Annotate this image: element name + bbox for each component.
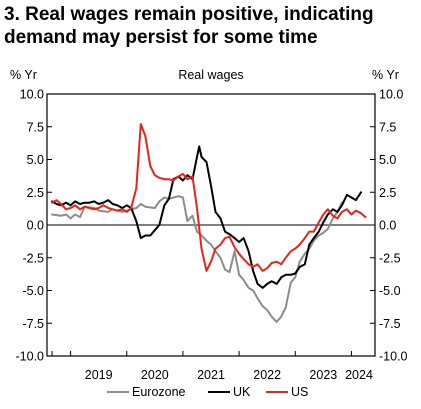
chart-heading: 3. Real wages remain positive, indicatin… (4, 3, 416, 49)
y-tick-label-right: 10.0 (379, 88, 403, 102)
x-tick-label: 2023 (309, 368, 337, 382)
y-tick-label-left: 7.5 (27, 120, 44, 134)
x-tick-label: 2019 (85, 368, 113, 382)
y-tick-label-left: 0.0 (27, 219, 44, 233)
y-axis-label-left: % Yr (10, 68, 37, 82)
chart-heading-line-1: 3. Real wages remain positive, indicatin… (4, 4, 374, 25)
y-axis-label-right: % Yr (372, 68, 399, 82)
legend-label-eurozone: Eurozone (132, 385, 186, 399)
y-tick-label-left: 5.0 (27, 153, 44, 167)
y-tick-label-left: -10.0 (16, 350, 45, 364)
series-line-uk (51, 145, 362, 289)
y-tick-label-left: 10.0 (20, 88, 44, 102)
y-tick-label-right: 2.5 (379, 186, 396, 200)
y-tick-label-right: -2.5 (379, 251, 401, 265)
y-tick-label-right: 7.5 (379, 120, 396, 134)
y-tick-label-left: -5.0 (22, 284, 44, 298)
legend-label-us: US (291, 385, 308, 399)
y-tick-label-right: 0.0 (379, 219, 396, 233)
y-tick-label-right: 5.0 (379, 153, 396, 167)
chart-heading-line-2: demand may persist for some time (4, 27, 318, 48)
legend-label-uk: UK (233, 385, 251, 399)
y-tick-label-left: -2.5 (22, 251, 44, 265)
y-tick-label-left: 2.5 (27, 186, 44, 200)
y-tick-label-right: -7.5 (379, 317, 401, 331)
y-tick-label-right: -10.0 (379, 350, 408, 364)
x-tick-label: 2022 (253, 368, 281, 382)
x-tick-label: 2024 (345, 368, 373, 382)
series-line-us (51, 123, 367, 272)
x-tick-label: 2020 (141, 368, 169, 382)
y-tick-label-right: -5.0 (379, 284, 401, 298)
plot-title: Real wages (178, 68, 243, 82)
y-tick-label-left: -7.5 (22, 317, 44, 331)
x-tick-label: 2021 (197, 368, 225, 382)
